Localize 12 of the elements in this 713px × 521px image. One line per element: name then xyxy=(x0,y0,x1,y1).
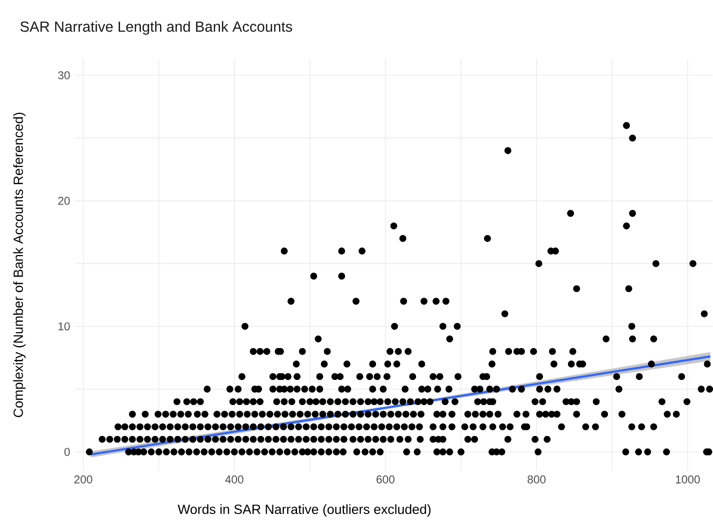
y-tick-label: 30 xyxy=(58,71,70,80)
y-axis-title: Complexity (Number of Bank Accounts Referenced) xyxy=(13,112,26,418)
x-tick-label: 200 xyxy=(74,475,92,484)
x-tick-label: 800 xyxy=(528,475,546,484)
y-tick-label: 0 xyxy=(64,448,70,456)
y-tick-label: 10 xyxy=(58,322,70,330)
x-tick-label: 600 xyxy=(376,475,394,484)
y-tick-label: 20 xyxy=(58,196,70,205)
x-tick-label: 1000 xyxy=(676,475,700,484)
x-tick-label: 400 xyxy=(225,475,244,484)
chart-title: SAR Narrative Length and Bank Accounts xyxy=(20,21,292,35)
x-axis-title: Words in SAR Narrative (outliers excluded) xyxy=(178,504,431,517)
